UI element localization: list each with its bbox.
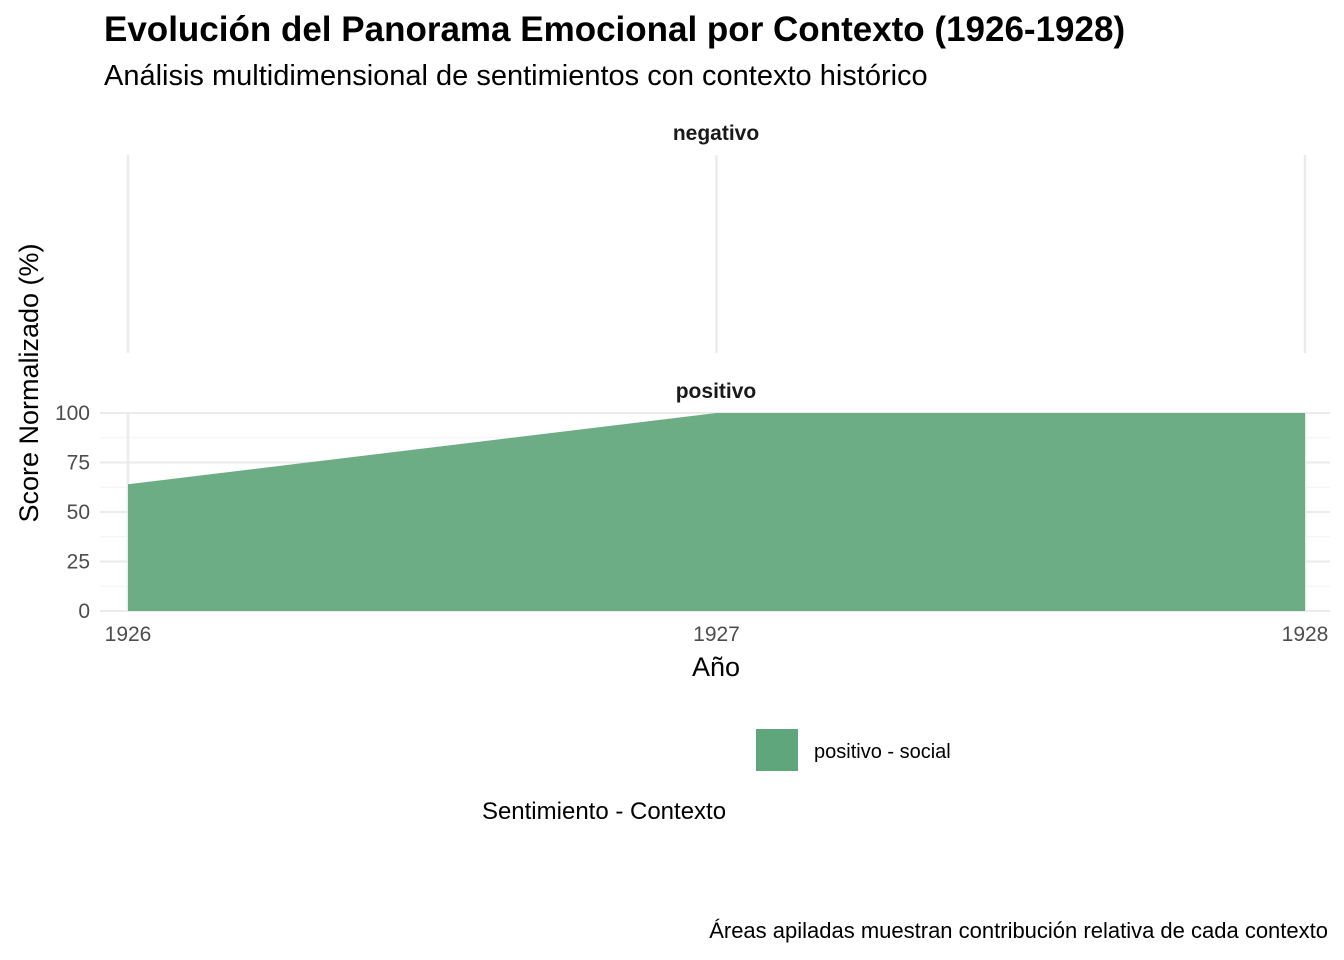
chart-title: Evolución del Panorama Emocional por Con… [104, 10, 1126, 49]
facet-positivo-areas [128, 413, 1305, 611]
x-tick-label: 1926 [105, 623, 152, 646]
area-series-0 [128, 413, 1305, 611]
y-axis-ticks: 0 25 50 75 100 [55, 402, 90, 623]
legend-title: Sentimiento - Contexto [482, 798, 726, 825]
facet-positivo: positivo [100, 380, 1330, 612]
facet-negativo-grid [126, 155, 1307, 353]
x-axis-title: Año [692, 652, 740, 682]
y-tick-label: 100 [55, 402, 90, 425]
y-axis-title: Score Normalizado (%) [14, 243, 44, 522]
y-tick-label: 0 [78, 600, 90, 623]
facet-negativo: negativo [126, 122, 1307, 353]
x-tick-label: 1927 [693, 623, 740, 646]
facet-label-negativo: negativo [673, 122, 759, 145]
y-tick-label: 50 [67, 501, 90, 524]
x-tick-label: 1928 [1282, 623, 1329, 646]
facet-label-positivo: positivo [676, 380, 757, 403]
x-axis-ticks: 1926 1927 1928 [105, 623, 1329, 646]
chart-caption: Áreas apiladas muestran contribución rel… [709, 918, 1328, 943]
legend-swatch-positivo-social [756, 729, 798, 771]
y-tick-label: 75 [67, 452, 90, 475]
y-tick-label: 25 [67, 551, 90, 574]
legend: positivo - social Sentimiento - Contexto [482, 729, 951, 825]
chart-subtitle: Análisis multidimensional de sentimiento… [104, 60, 928, 92]
legend-label-positivo-social: positivo - social [814, 741, 951, 763]
